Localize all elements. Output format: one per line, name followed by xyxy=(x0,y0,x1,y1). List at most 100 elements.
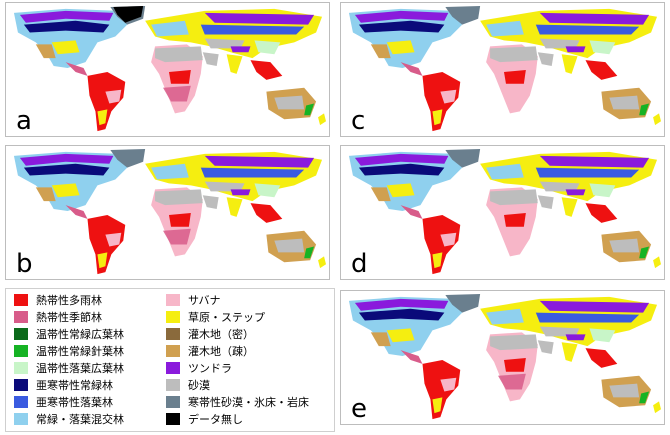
siberia-tundra xyxy=(539,300,650,313)
legend-item: 温帯性落葉広葉林 xyxy=(14,359,124,376)
tibet-tundra xyxy=(565,46,586,53)
legend-item: 亜寒帯性常緑林 xyxy=(14,376,124,393)
arabia xyxy=(537,195,554,210)
arabia xyxy=(537,340,554,355)
legend-swatch xyxy=(14,327,28,340)
map-panel-e: e xyxy=(340,290,665,425)
siberia-tundra xyxy=(539,155,650,168)
tibet-tundra xyxy=(565,189,586,196)
europe-mixed xyxy=(486,308,524,325)
legend-swatch xyxy=(166,412,180,425)
new-zealand xyxy=(318,256,327,269)
legend-label: 常緑・落葉混交林 xyxy=(36,412,124,426)
legend-item: 温帯性常緑針葉林 xyxy=(14,342,124,359)
legend-item: 熱帯性多雨林 xyxy=(14,291,124,308)
australia-forest xyxy=(639,246,650,259)
australia-desert xyxy=(609,95,640,110)
india xyxy=(561,342,578,362)
greenland xyxy=(445,293,481,313)
legend-label: データ無し xyxy=(188,412,243,426)
na-boreal xyxy=(23,20,110,33)
panel-label-a: a xyxy=(16,106,32,136)
new-zealand xyxy=(653,401,662,414)
sahara xyxy=(490,46,538,63)
siberia-boreal xyxy=(200,24,305,35)
australia-desert xyxy=(274,95,305,110)
legend-swatch xyxy=(14,361,28,374)
tibet-tundra xyxy=(230,189,251,196)
legend-item: 亜寒帯性落葉林 xyxy=(14,393,124,410)
siberia-tundra xyxy=(539,12,650,25)
india xyxy=(226,197,243,217)
panel-label-b: b xyxy=(16,249,33,279)
siberia-boreal xyxy=(200,167,305,178)
legend-label: 温帯性落葉広葉林 xyxy=(36,361,124,375)
na-tundra xyxy=(19,10,114,23)
central-asia-desert xyxy=(204,38,245,49)
sahara xyxy=(155,46,203,63)
central-asia-desert xyxy=(539,38,580,49)
sa-grassland xyxy=(97,109,108,126)
legend-label: 亜寒帯性常緑林 xyxy=(36,378,113,392)
sahara xyxy=(490,189,538,206)
congo xyxy=(168,212,191,227)
legend-label: 灌木地（密） xyxy=(188,327,254,341)
new-zealand xyxy=(653,256,662,269)
siberia-boreal xyxy=(535,24,640,35)
africa-seasonal xyxy=(163,85,191,102)
central-america xyxy=(65,205,88,219)
panel-label-c: c xyxy=(351,106,366,136)
legend-item: 草原・ステップ xyxy=(166,308,309,325)
na-boreal xyxy=(358,20,445,33)
legend-item: データ無し xyxy=(166,410,309,427)
africa-seasonal xyxy=(163,228,191,245)
legend-label: 草原・ステップ xyxy=(188,310,265,324)
na-boreal xyxy=(358,308,445,321)
australia-forest xyxy=(304,103,315,116)
greenland xyxy=(445,148,481,168)
sa-grassland xyxy=(97,252,108,269)
legend-swatch xyxy=(14,293,28,306)
legend-item: 熱帯性季節林 xyxy=(14,308,124,325)
australia-desert xyxy=(609,238,640,253)
congo xyxy=(503,212,526,227)
arabia xyxy=(202,195,219,210)
sa-savanna xyxy=(105,232,122,247)
na-grassland xyxy=(51,40,80,55)
tibet-tundra xyxy=(230,46,251,53)
china-deciduous xyxy=(589,183,616,198)
legend-item: サバナ xyxy=(166,291,309,308)
central-asia-desert xyxy=(539,326,580,337)
central-america xyxy=(65,62,88,76)
australia-forest xyxy=(639,103,650,116)
na-shrub xyxy=(370,44,391,59)
sa-grassland xyxy=(432,397,443,414)
sahara xyxy=(155,189,203,206)
na-grassland xyxy=(386,328,415,343)
map-panel-d: d xyxy=(340,145,665,280)
map-panel-b: b xyxy=(5,145,330,280)
legend-label: サバナ xyxy=(188,293,221,307)
legend-swatch xyxy=(166,310,180,323)
legend-item: 寒帯性砂漠・氷床・岩床 xyxy=(166,393,309,410)
na-grassland xyxy=(51,183,80,198)
legend-swatch xyxy=(166,327,180,340)
china-deciduous xyxy=(254,183,281,198)
legend-swatch xyxy=(14,378,28,391)
legend-swatch xyxy=(166,293,180,306)
legend-item: 灌木地（密） xyxy=(166,325,309,342)
congo xyxy=(503,357,526,372)
sa-grassland xyxy=(432,252,443,269)
central-america xyxy=(400,205,423,219)
na-shrub xyxy=(370,332,391,347)
legend-item: ツンドラ xyxy=(166,359,309,376)
na-tundra xyxy=(354,298,449,311)
legend-item: 灌木地（疎） xyxy=(166,342,309,359)
world-map-b xyxy=(13,148,327,275)
southeast-asia xyxy=(250,203,283,223)
legend-label: 温帯性常緑広葉林 xyxy=(36,327,124,341)
legend-swatch xyxy=(166,361,180,374)
legend-column-left: 熱帯性多雨林 熱帯性季節林 温帯性常緑広葉林 温帯性常緑針葉林 温帯性落葉広葉林 亜寒帯性… xyxy=(14,291,124,427)
world-map-c xyxy=(348,5,662,132)
india xyxy=(226,54,243,74)
